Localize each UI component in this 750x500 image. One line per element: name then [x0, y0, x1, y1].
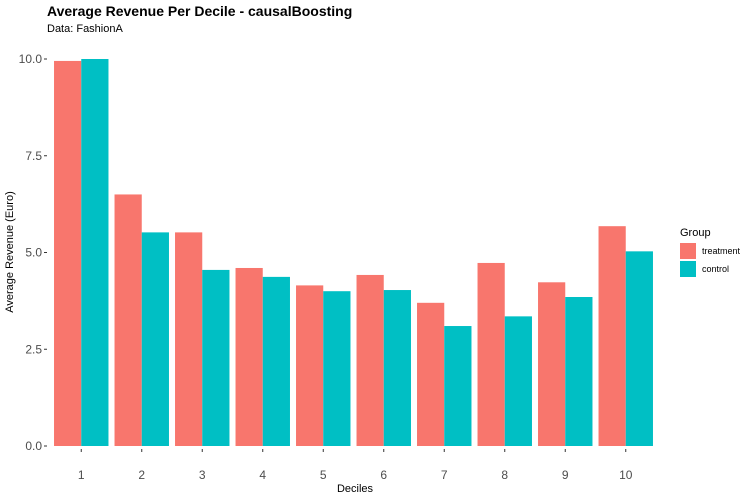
y-tick-label: 7.5	[25, 149, 42, 163]
bar-treatment-decile-8	[477, 262, 505, 446]
chart-title: Average Revenue Per Decile - causalBoost…	[47, 3, 352, 19]
bar-treatment-decile-10	[598, 226, 626, 446]
y-tick-label: 5.0	[25, 246, 42, 260]
x-tick-label: 9	[562, 468, 569, 482]
x-axis-title: Deciles	[337, 483, 374, 495]
bar-treatment-decile-6	[356, 274, 384, 446]
legend-key-control	[680, 261, 696, 277]
bar-treatment-decile-9	[538, 282, 566, 446]
bar-control-decile-5	[323, 291, 351, 446]
x-tick-label: 6	[380, 468, 387, 482]
bar-control-decile-9	[565, 297, 593, 446]
bar-control-decile-6	[383, 290, 411, 446]
x-tick-label: 1	[78, 468, 85, 482]
bar-control-decile-7	[444, 326, 472, 446]
legend: Group treatment control	[680, 227, 741, 277]
y-axis: 0.0 2.5 5.0 7.5 10.0	[19, 52, 47, 453]
y-tick-label: 2.5	[25, 342, 42, 356]
y-axis-title: Average Revenue (Euro)	[4, 191, 16, 312]
x-tick-label: 5	[320, 468, 327, 482]
legend-label-treatment: treatment	[702, 246, 741, 256]
bar-treatment-decile-3	[175, 232, 203, 446]
legend-title: Group	[680, 227, 711, 239]
bar-treatment-decile-4	[235, 267, 263, 446]
bar-treatment-decile-7	[417, 302, 445, 446]
x-axis: 1 2 3 4 5 6 7 8 9 10	[78, 449, 633, 482]
x-tick-label: 2	[138, 468, 145, 482]
x-tick-label: 3	[199, 468, 206, 482]
x-tick-label: 10	[619, 468, 633, 482]
bar-control-decile-10	[625, 251, 653, 446]
chart-subtitle: Data: FashionA	[47, 23, 123, 35]
bar-treatment-decile-2	[114, 194, 142, 446]
x-tick-label: 8	[501, 468, 508, 482]
bar-control-decile-1	[81, 59, 109, 446]
bar-treatment-decile-1	[54, 60, 82, 447]
bar-control-decile-2	[141, 232, 169, 446]
bar-control-decile-8	[504, 316, 532, 446]
y-tick-label: 10.0	[19, 52, 43, 66]
legend-key-treatment	[680, 243, 696, 259]
bar-control-decile-4	[262, 276, 290, 446]
x-tick-label: 4	[259, 468, 266, 482]
bar-control-decile-3	[202, 269, 230, 446]
x-tick-label: 7	[441, 468, 448, 482]
y-tick-label: 0.0	[25, 439, 42, 453]
bar-treatment-decile-5	[296, 285, 324, 446]
bars-group	[54, 59, 653, 447]
legend-label-control: control	[702, 264, 729, 274]
